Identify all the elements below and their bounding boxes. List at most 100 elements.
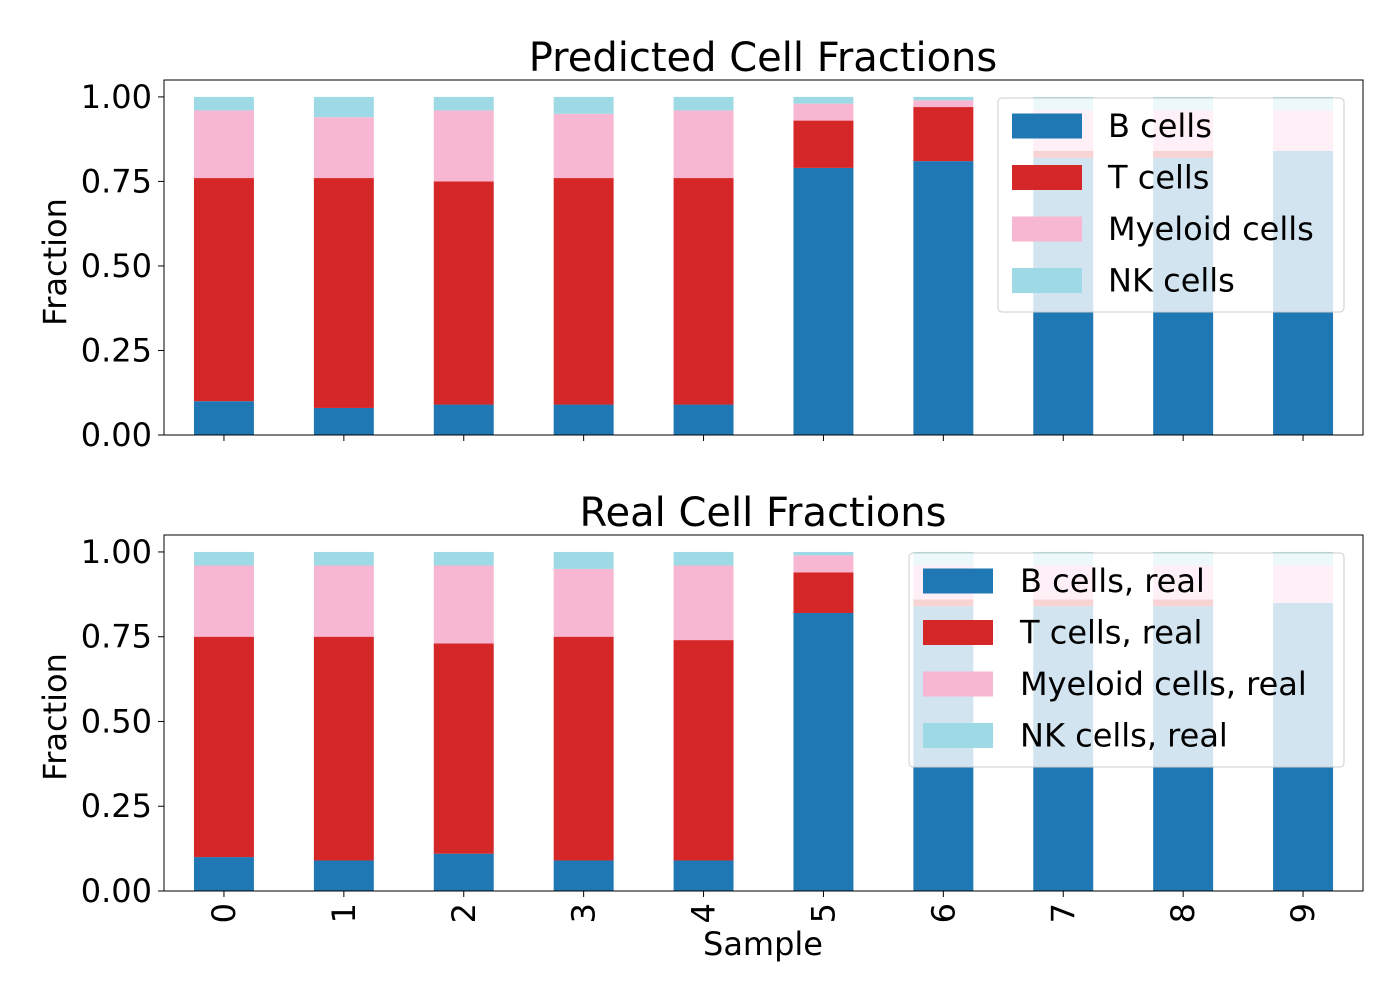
legend: B cells, real T cells, real Myeloid cells,… — [908, 552, 1345, 768]
legend: B cells T cells Myeloid cells NK cells — [997, 97, 1345, 313]
bar-t-4 — [673, 640, 734, 861]
bar-myeloid-5 — [793, 555, 854, 573]
x-tick-label: 2 — [445, 903, 483, 923]
legend-swatch-b — [1012, 113, 1082, 139]
plot-frame — [163, 534, 1364, 892]
y-tick-label: 0.75 — [81, 162, 152, 200]
bar-myeloid-2 — [433, 565, 494, 644]
bar-myeloid-0 — [193, 565, 254, 637]
y-tick-label: 1.00 — [81, 533, 152, 571]
legend-label: B cells — [1108, 107, 1212, 145]
bar-nk-4 — [673, 96, 734, 111]
bar-b-1 — [313, 860, 374, 891]
bar-nk-2 — [433, 96, 494, 111]
legend-swatch-b — [923, 568, 993, 594]
plot-frame — [163, 79, 1364, 436]
bar-t-3 — [553, 636, 614, 861]
bar-nk-1 — [313, 551, 374, 566]
legend-swatch-myeloid — [1012, 216, 1082, 242]
legend-swatch-t — [1012, 165, 1082, 190]
x-tick-label: 6 — [924, 903, 962, 923]
bar-nk-3 — [553, 551, 614, 569]
x-tick-label: 5 — [804, 903, 842, 923]
bar-nk-6 — [913, 96, 974, 101]
bar-nk-1 — [313, 96, 374, 118]
bar-t-6 — [913, 107, 974, 162]
legend-label: Myeloid cells — [1108, 210, 1314, 248]
legend-label: NK cells — [1108, 262, 1235, 300]
bar-myeloid-5 — [793, 103, 854, 121]
bar-b-4 — [673, 404, 734, 435]
bar-myeloid-6 — [913, 100, 974, 108]
bar-b-1 — [313, 407, 374, 435]
bar-b-0 — [193, 401, 254, 435]
legend-label: B cells, real — [1020, 562, 1205, 600]
bar-b-3 — [553, 404, 614, 435]
bar-b-5 — [793, 612, 854, 891]
legend-swatch-myeloid — [923, 671, 993, 697]
x-axis: 0 1 2 3 4 5 6 7 8 9 — [205, 891, 1322, 923]
x-tick-label: 1 — [325, 903, 363, 923]
y-tick-label: 0.00 — [81, 416, 152, 454]
legend-label: Myeloid cells, real — [1020, 665, 1307, 703]
y-axis: 0.00 0.25 0.50 0.75 1.00 — [81, 78, 164, 454]
legend-swatch-nk — [923, 723, 993, 748]
bar-myeloid-4 — [673, 110, 734, 179]
bar-t-5 — [793, 120, 854, 168]
y-axis-label: Fraction — [36, 198, 74, 326]
y-tick-label: 0.00 — [81, 872, 152, 910]
bar-t-4 — [673, 178, 734, 405]
predicted-chart: Predicted Cell Fractions Fraction 0.00 0.… — [36, 35, 1364, 454]
y-axis: 0.00 0.25 0.50 0.75 1.00 — [81, 533, 164, 910]
bar-b-2 — [433, 853, 494, 891]
y-tick-label: 0.50 — [81, 702, 152, 740]
chart-title: Predicted Cell Fractions — [529, 35, 997, 81]
bar-b-4 — [673, 860, 734, 891]
bar-t-1 — [313, 636, 374, 861]
bar-myeloid-4 — [673, 565, 734, 641]
bar-t-2 — [433, 181, 494, 405]
bar-nk-0 — [193, 96, 254, 111]
x-tick-label: 8 — [1164, 903, 1202, 923]
x-tick-label: 3 — [565, 903, 603, 923]
x-axis-label: Sample — [703, 925, 823, 963]
bar-nk-3 — [553, 96, 614, 114]
bar-t-0 — [193, 178, 254, 402]
legend-box — [997, 97, 1345, 313]
bar-nk-4 — [673, 551, 734, 566]
legend-box — [908, 552, 1345, 768]
bar-myeloid-3 — [553, 113, 614, 179]
legend-label: T cells — [1107, 159, 1209, 197]
legend-label: NK cells, real — [1020, 717, 1228, 755]
bar-t-0 — [193, 636, 254, 858]
x-tick-label: 0 — [205, 903, 243, 923]
bar-t-2 — [433, 643, 494, 854]
bar-myeloid-3 — [553, 568, 614, 637]
bar-t-1 — [313, 178, 374, 408]
bar-b-5 — [793, 167, 854, 435]
x-tick-label: 4 — [685, 903, 723, 923]
bar-nk-5 — [793, 96, 854, 104]
x-axis — [223, 435, 1304, 441]
legend-swatch-t — [923, 620, 993, 645]
bar-nk-5 — [793, 551, 854, 556]
bar-t-5 — [793, 572, 854, 613]
bar-nk-2 — [433, 551, 494, 566]
y-tick-label: 0.25 — [81, 787, 152, 825]
bar-b-0 — [193, 857, 254, 891]
bar-myeloid-1 — [313, 117, 374, 179]
legend-swatch-nk — [1012, 268, 1082, 293]
y-tick-label: 0.75 — [81, 618, 152, 656]
y-tick-label: 1.00 — [81, 78, 152, 116]
bar-myeloid-1 — [313, 565, 374, 637]
x-tick-label: 9 — [1284, 903, 1322, 923]
chart-title: Real Cell Fractions — [580, 490, 947, 536]
y-tick-label: 0.25 — [81, 331, 152, 369]
bar-myeloid-2 — [433, 110, 494, 182]
bar-b-3 — [553, 860, 614, 891]
bar-t-3 — [553, 178, 614, 405]
legend-label: T cells, real — [1019, 614, 1202, 652]
x-tick-label: 7 — [1044, 903, 1082, 923]
bar-b-6 — [913, 161, 974, 435]
